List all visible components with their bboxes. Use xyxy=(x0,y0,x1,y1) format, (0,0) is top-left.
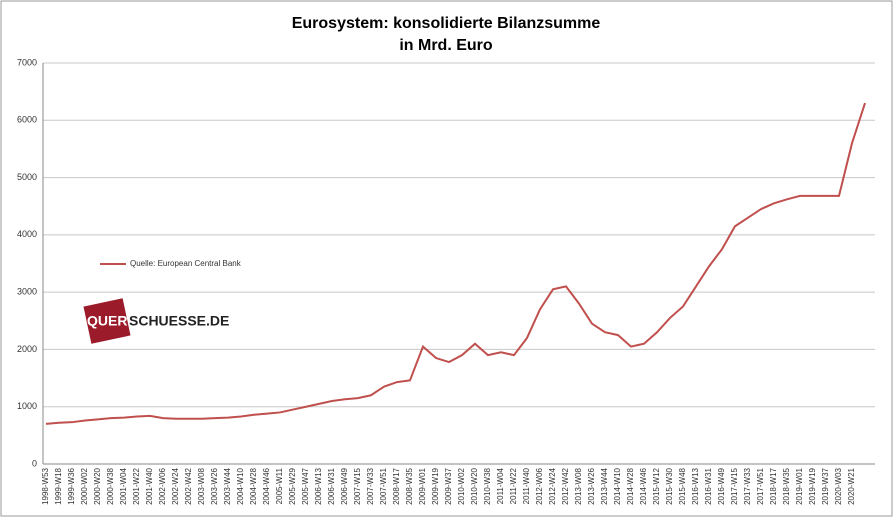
x-tick-label: 2019-W37 xyxy=(821,467,830,504)
x-tick-label: 2000-W02 xyxy=(80,467,89,504)
y-tick-label: 1000 xyxy=(17,401,37,411)
y-tick-label: 5000 xyxy=(17,172,37,182)
x-tick-label: 2003-W26 xyxy=(210,467,219,504)
x-tick-label: 2013-W08 xyxy=(574,467,583,504)
x-tick-label: 2007-W51 xyxy=(379,467,388,504)
y-tick-label: 2000 xyxy=(17,344,37,354)
x-tick-label: 2020-W03 xyxy=(834,467,843,504)
y-tick-label: 3000 xyxy=(17,287,37,297)
x-tick-label: 2006-W31 xyxy=(327,467,336,504)
x-tick-label: 2006-W13 xyxy=(314,467,323,504)
x-tick-label: 2003-W44 xyxy=(223,467,232,504)
watermark-part: SCHUESSE.DE xyxy=(129,313,229,329)
x-tick-label: 2011-W22 xyxy=(509,467,518,504)
x-tick-label: 2004-W10 xyxy=(236,467,245,504)
y-tick-label: 4000 xyxy=(17,229,37,239)
x-tick-label: 2010-W38 xyxy=(483,467,492,504)
x-tick-label: 2020-W21 xyxy=(847,467,856,504)
chart-subtitle: in Mrd. Euro xyxy=(399,37,493,54)
x-tick-label: 2011-W40 xyxy=(522,467,531,504)
x-tick-label: 2014-W28 xyxy=(626,467,635,504)
logo-box xyxy=(83,298,131,344)
x-tick-label: 2007-W15 xyxy=(353,467,362,504)
x-tick-label: 1998-W53 xyxy=(41,467,50,504)
x-tick-label: 2012-W42 xyxy=(561,467,570,504)
x-tick-label: 2009-W19 xyxy=(431,467,440,504)
x-tick-label: 2000-W38 xyxy=(106,467,115,504)
x-tick-label: 2011-W04 xyxy=(496,467,505,504)
x-tick-label: 2014-W10 xyxy=(613,467,622,504)
x-tick-label: 2009-W01 xyxy=(418,467,427,504)
watermark-part: QUER xyxy=(87,313,127,329)
x-tick-label: 2014-W46 xyxy=(639,467,648,504)
data-line xyxy=(45,102,866,425)
x-tick-label: 2001-W22 xyxy=(132,467,141,504)
x-tick-label: 2001-W40 xyxy=(145,467,154,504)
x-tick-label: 2005-W29 xyxy=(288,467,297,504)
x-tick-label: 2005-W47 xyxy=(301,467,310,504)
x-tick-label: 2002-W42 xyxy=(184,467,193,504)
x-tick-label: 2013-W26 xyxy=(587,467,596,504)
legend-label: Quelle: European Central Bank xyxy=(130,259,242,268)
x-tick-label: 2018-W17 xyxy=(769,467,778,504)
x-tick-label: 2016-W49 xyxy=(717,467,726,504)
x-tick-label: 2016-W13 xyxy=(691,467,700,504)
x-tick-label: 2001-W04 xyxy=(119,467,128,504)
x-tick-label: 2004-W28 xyxy=(249,467,258,504)
x-tick-label: 2017-W51 xyxy=(756,467,765,504)
x-tick-label: 2012-W24 xyxy=(548,467,557,504)
x-tick-label: 2019-W01 xyxy=(795,467,804,504)
x-tick-label: 2015-W48 xyxy=(678,467,687,504)
x-tick-label: 2010-W20 xyxy=(470,467,479,504)
x-tick-label: 2019-W19 xyxy=(808,467,817,504)
x-tick-label: 2015-W12 xyxy=(652,467,661,504)
x-tick-label: 2002-W24 xyxy=(171,467,180,504)
chart-title: Eurosystem: konsolidierte Bilanzsumme xyxy=(292,15,601,32)
x-tick-label: 2005-W11 xyxy=(275,467,284,504)
x-tick-label: 2016-W31 xyxy=(704,467,713,504)
x-tick-label: 2000-W20 xyxy=(93,467,102,504)
x-tick-label: 2004-W46 xyxy=(262,467,271,504)
y-tick-label: 0 xyxy=(32,458,37,468)
x-tick-label: 2015-W30 xyxy=(665,467,674,504)
x-tick-label: 2012-W06 xyxy=(535,467,544,504)
x-tick-label: 1999-W18 xyxy=(54,467,63,504)
y-tick-label: 7000 xyxy=(17,57,37,67)
x-tick-label: 1999-W36 xyxy=(67,467,76,504)
x-tick-label: 2006-W49 xyxy=(340,467,349,504)
x-tick-label: 2017-W33 xyxy=(743,467,752,504)
x-tick-label: 2013-W44 xyxy=(600,467,609,504)
x-tick-label: 2018-W35 xyxy=(782,467,791,504)
x-tick-label: 2008-W17 xyxy=(392,467,401,504)
x-tick-label: 2008-W35 xyxy=(405,467,414,504)
x-tick-label: 2002-W06 xyxy=(158,467,167,504)
x-tick-label: 2009-W37 xyxy=(444,467,453,504)
x-tick-label: 2003-W08 xyxy=(197,467,206,504)
x-tick-label: 2017-W15 xyxy=(730,467,739,504)
y-tick-label: 6000 xyxy=(17,115,37,125)
x-tick-label: 2010-W02 xyxy=(457,467,466,504)
x-tick-label: 2007-W33 xyxy=(366,467,375,504)
